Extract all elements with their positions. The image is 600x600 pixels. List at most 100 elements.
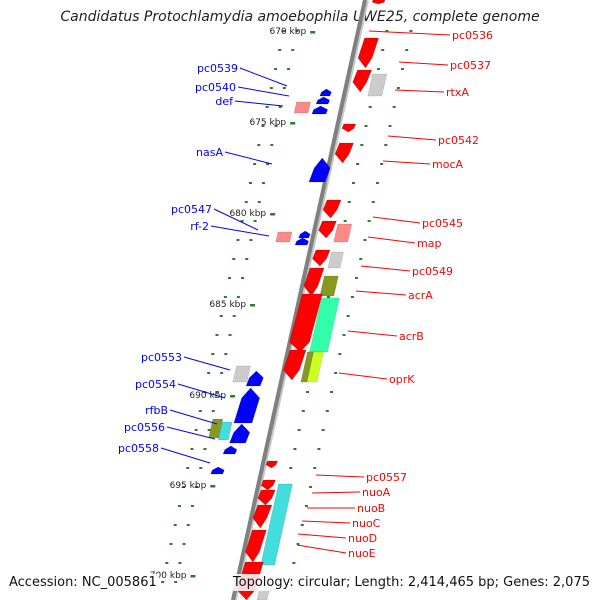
gene-label-pc0554: pc0554 <box>135 378 176 391</box>
gene-arrow-forward <box>371 0 386 5</box>
gene-block-pseudo <box>275 231 293 243</box>
track-dot <box>274 68 278 70</box>
track-dot <box>351 182 355 184</box>
track-dot <box>232 315 236 317</box>
gene-block-olive <box>300 351 314 383</box>
gene-arrow-forward <box>312 249 331 267</box>
track-dot <box>261 125 265 127</box>
gene-arrow-forward <box>322 199 342 219</box>
gene-label-nuoa: nuoA <box>362 486 391 499</box>
label-leader-reverse <box>224 151 273 165</box>
tick-mark <box>270 213 276 216</box>
track-dot <box>198 410 202 412</box>
track-dot <box>287 68 291 70</box>
track-dot <box>375 182 379 184</box>
label-leader-reverse <box>213 208 259 231</box>
gene-block-unknown <box>367 73 388 97</box>
label-leader-forward <box>372 216 421 224</box>
track-dot <box>282 30 286 32</box>
tick-mark <box>250 304 256 307</box>
track-dot <box>278 49 282 51</box>
gene-arrow-reverse <box>298 230 311 239</box>
track-dot <box>347 201 351 203</box>
gene-arrow-forward <box>341 123 357 133</box>
track-dot <box>334 372 338 374</box>
track-dot <box>165 562 169 564</box>
gene-arrow-forward <box>352 69 373 93</box>
label-leader-forward <box>297 533 347 539</box>
track-dot <box>364 125 368 127</box>
gene-label-nuoe: nuoE <box>348 547 376 560</box>
gene-block-pseudo <box>333 223 353 243</box>
label-leader-reverse <box>166 426 216 440</box>
track-dot <box>385 30 389 32</box>
track-dot <box>199 467 203 469</box>
track-dot <box>342 334 346 336</box>
track-dot <box>392 106 396 108</box>
track-dot <box>161 581 165 583</box>
track-dot <box>321 429 325 431</box>
track-dot <box>301 410 305 412</box>
track-dot <box>346 315 350 317</box>
gene-label-pc0557: pc0557 <box>366 471 407 484</box>
track-dot <box>381 49 385 51</box>
tick-label: 680 kbp <box>229 209 266 219</box>
track-dot <box>228 277 232 279</box>
gene-label-pc0539: pc0539 <box>197 62 238 75</box>
track-dot <box>355 277 359 279</box>
track-dot <box>182 486 186 488</box>
track-dot <box>253 163 257 165</box>
label-leader-forward <box>368 30 451 36</box>
gene-arrow-forward <box>303 267 325 297</box>
track-dot <box>245 258 249 260</box>
gene-label-acra: acrA <box>408 289 433 302</box>
track-dot <box>249 239 253 241</box>
track-dot <box>326 296 330 298</box>
track-dot <box>269 87 273 89</box>
label-leader-forward <box>398 61 449 66</box>
gene-label-pc0540: pc0540 <box>195 81 236 94</box>
track-dot <box>253 220 257 222</box>
track-dot <box>309 486 313 488</box>
gene-arrow-reverse <box>294 237 310 246</box>
track-dot <box>359 258 363 260</box>
gene-arrow-forward <box>252 504 273 529</box>
tick-label: 675 kbp <box>249 118 286 128</box>
gene-label-nasa: nasA <box>196 146 223 159</box>
track-dot <box>388 125 392 127</box>
track-dot <box>248 182 252 184</box>
tick-label: 695 kbp <box>170 481 207 491</box>
track-dot <box>405 49 409 51</box>
track-dot <box>194 429 198 431</box>
track-dot <box>295 30 299 32</box>
track-dot <box>350 296 354 298</box>
gene-block-cyan <box>260 483 293 566</box>
label-leader-forward <box>296 544 347 554</box>
track-dot <box>274 125 278 127</box>
track-dot <box>228 334 232 336</box>
track-dot <box>240 220 244 222</box>
track-dot <box>368 106 372 108</box>
track-dot <box>293 448 297 450</box>
gene-block-cyan <box>217 421 233 441</box>
label-leader-reverse <box>237 86 290 97</box>
track-dot <box>300 524 304 526</box>
track-dot <box>241 277 245 279</box>
label-leader-reverse <box>160 447 211 464</box>
label-leader-reverse <box>239 67 288 87</box>
track-dot <box>338 353 342 355</box>
track-dot <box>223 296 227 298</box>
tick-mark <box>290 122 296 125</box>
track-dot <box>224 353 228 355</box>
gene-label-pc0553: pc0553 <box>141 351 182 364</box>
gene-arrow-reverse <box>222 445 238 455</box>
track-dot <box>182 543 186 545</box>
track-dot <box>186 524 190 526</box>
gene-arrow-forward <box>257 489 276 506</box>
track-dot <box>291 49 295 51</box>
track-dot <box>360 144 364 146</box>
label-leader-reverse <box>210 225 270 237</box>
track-dot <box>211 353 215 355</box>
track-dot <box>190 505 194 507</box>
